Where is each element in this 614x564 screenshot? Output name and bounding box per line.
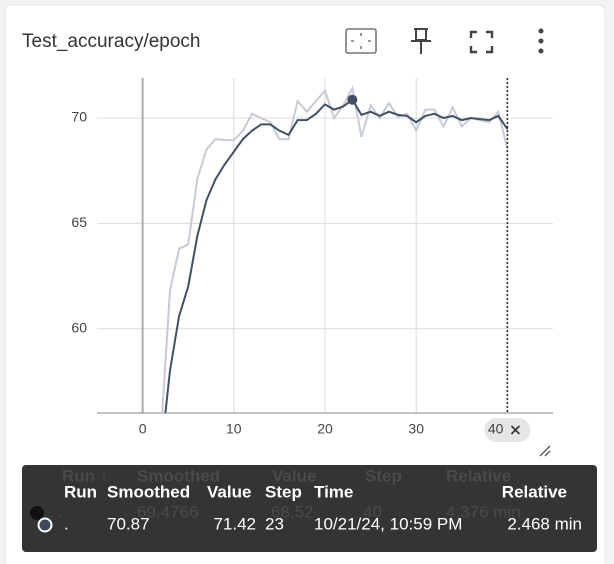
card-title: Test_accuracy/epoch bbox=[22, 31, 201, 52]
tooltip-cell: 71.42 bbox=[213, 514, 256, 533]
tooltip-header: Step bbox=[265, 482, 302, 501]
fullscreen-button[interactable] bbox=[469, 30, 494, 54]
ghost-header: Run ↑ bbox=[62, 466, 108, 485]
hover-point bbox=[347, 94, 358, 105]
tooltip-header: Time bbox=[314, 482, 353, 501]
x-tick-label: 20 bbox=[317, 421, 333, 437]
tooltip-cell: . bbox=[64, 514, 69, 533]
hover-chip bbox=[484, 418, 531, 442]
ghost-cell: 40 bbox=[363, 502, 382, 521]
hover-label: 40 bbox=[488, 421, 504, 437]
series-line bbox=[161, 85, 509, 413]
run-swatch bbox=[37, 517, 53, 533]
x-tick-label: 30 bbox=[408, 421, 424, 437]
tooltip-cell: 2.468 min bbox=[507, 514, 582, 533]
ghost-header: Step bbox=[365, 466, 402, 485]
plot: 60 65 70 0 10 20 30 40 bbox=[71, 78, 553, 442]
resize-handle[interactable] bbox=[539, 445, 551, 457]
y-tick-label: 70 bbox=[71, 109, 87, 125]
y-tick-label: 60 bbox=[71, 319, 87, 335]
ghost-header: Value bbox=[272, 466, 316, 485]
ghost-cell: 69.4766 bbox=[137, 502, 198, 521]
x-tick-label: 10 bbox=[226, 421, 242, 437]
hover-close bbox=[510, 425, 520, 435]
ghost-cell: 68.52 bbox=[271, 502, 314, 521]
tooltip-header: Value bbox=[207, 482, 251, 501]
menu-button[interactable] bbox=[538, 28, 544, 54]
ghost-cell: . bbox=[58, 502, 63, 521]
tooltip-header: Relative bbox=[502, 482, 567, 501]
tooltip-cell: 10/21/24, 10:59 PM bbox=[314, 514, 462, 533]
tooltip-cell: 70.87 bbox=[107, 514, 150, 533]
lines bbox=[161, 85, 509, 413]
card-bg bbox=[4, 4, 606, 564]
tooltip-bg bbox=[22, 465, 597, 552]
ghost-header: Relative bbox=[446, 466, 511, 485]
x-tick-label: 0 bbox=[139, 421, 147, 437]
ghost-dot bbox=[30, 506, 44, 520]
pin-button[interactable] bbox=[411, 28, 431, 54]
ghost-cell: 4.376 min bbox=[446, 502, 521, 521]
tooltip-header: Run bbox=[64, 482, 97, 501]
series-line bbox=[164, 98, 509, 413]
y-tick-label: 65 bbox=[71, 214, 87, 230]
fit-button[interactable] bbox=[345, 28, 377, 54]
tooltip: Run ↑ Smoothed Value Step Relative. 69.4766 68… bbox=[30, 466, 582, 533]
tooltip-header: Smoothed bbox=[107, 482, 190, 501]
tooltip-cell: 23 bbox=[265, 514, 284, 533]
ghost-header: Smoothed bbox=[137, 466, 220, 485]
